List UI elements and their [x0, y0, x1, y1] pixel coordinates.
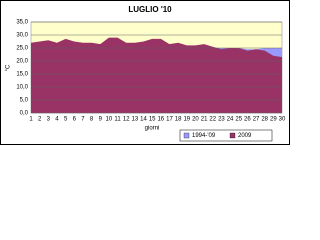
- x-tick-label: 4: [55, 117, 59, 123]
- y-tick-label: 30,0: [16, 33, 28, 39]
- area: [31, 37, 282, 113]
- legend-swatch: [183, 132, 190, 139]
- x-tick-label: 27: [253, 117, 260, 123]
- x-tick-label: 11: [114, 117, 121, 123]
- y-tick-label: 0,0: [20, 111, 29, 117]
- y-tick-label: 25,0: [16, 46, 28, 52]
- x-tick-label: 17: [166, 117, 173, 123]
- x-tick-label: 7: [81, 117, 85, 123]
- chart: LUGLIO '10 °C giorni 0,0 5,0 10,0 15,0 20,0 2…: [0, 0, 290, 145]
- x-tick-label: 26: [244, 117, 251, 123]
- x-tick-label: 19: [183, 117, 190, 123]
- x-tick-label: 10: [106, 117, 113, 123]
- x-tick-label: 30: [279, 117, 286, 123]
- x-tick-label: 6: [73, 117, 77, 123]
- x-tick-label: 12: [123, 117, 130, 123]
- x-tick-label: 13: [132, 117, 139, 123]
- x-tick-label: 15: [149, 117, 156, 123]
- x-tick-label: 8: [90, 117, 94, 123]
- x-tick-label: 25: [235, 117, 242, 123]
- x-tick-label: 16: [157, 117, 164, 123]
- x-tick-label: 29: [270, 117, 277, 123]
- x-tick-label: 24: [227, 117, 234, 123]
- chart-title: LUGLIO '10: [128, 5, 172, 14]
- y-tick-label: 35,0: [16, 20, 28, 26]
- y-axis-label: °C: [6, 64, 12, 71]
- legend-box: [179, 129, 273, 142]
- x-tick-label: 23: [218, 117, 225, 123]
- legend-label: 2009: [238, 133, 252, 139]
- y-tick-label: 15,0: [16, 72, 28, 78]
- x-tick-label: 21: [201, 117, 208, 123]
- legend-swatch: [229, 132, 236, 139]
- y-tick-label: 20,0: [16, 59, 28, 65]
- x-tick-label: 18: [175, 117, 182, 123]
- x-axis-label: giorni: [145, 126, 160, 132]
- x-tick-label: 1: [29, 117, 33, 123]
- x-tick-label: 5: [64, 117, 68, 123]
- y-tick-label: 5,0: [20, 98, 29, 104]
- x-tick-label: 28: [261, 117, 268, 123]
- x-tick-label: 20: [192, 117, 199, 123]
- x-tick-label: 22: [209, 117, 216, 123]
- legend-label: 1994-'09: [192, 133, 216, 139]
- x-tick-label: 3: [47, 117, 51, 123]
- x-tick-label: 9: [99, 117, 103, 123]
- y-tick-label: 10,0: [16, 85, 28, 91]
- x-tick-label: 14: [140, 117, 147, 123]
- x-tick-label: 2: [38, 117, 42, 123]
